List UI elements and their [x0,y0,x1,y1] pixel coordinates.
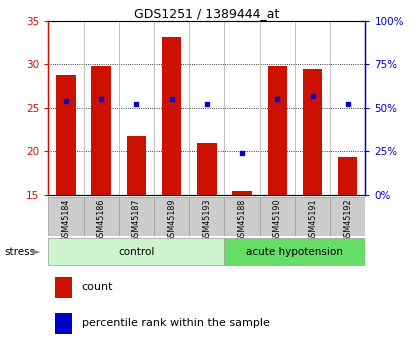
Bar [260,197,295,236]
Bar [338,157,357,195]
Text: GSM45192: GSM45192 [343,199,352,242]
Bar [197,143,217,195]
Bar [268,66,287,195]
Bar [55,313,72,334]
Text: GSM45187: GSM45187 [132,199,141,242]
Text: percentile rank within the sample: percentile rank within the sample [81,318,270,328]
Text: GSM45189: GSM45189 [167,199,176,242]
Text: GSM45190: GSM45190 [273,199,282,242]
Text: GSM45186: GSM45186 [97,199,106,242]
Text: control: control [118,247,155,257]
Text: count: count [81,283,113,293]
Bar [303,69,322,195]
Bar [56,75,76,195]
Bar [48,238,224,265]
Bar [127,136,146,195]
Text: ►: ► [32,247,40,257]
Bar [232,190,252,195]
Bar [224,238,365,265]
Text: GSM45188: GSM45188 [238,199,247,242]
Bar [84,197,119,236]
Title: GDS1251 / 1389444_at: GDS1251 / 1389444_at [134,7,280,20]
Bar [48,197,84,236]
Text: GSM45191: GSM45191 [308,199,317,242]
Bar [162,37,181,195]
Text: acute hypotension: acute hypotension [247,247,344,257]
Text: stress: stress [4,247,35,257]
Bar [330,197,365,236]
Bar [189,197,224,236]
Bar [92,66,111,195]
Bar [55,277,72,298]
Text: GSM45193: GSM45193 [202,199,211,242]
Bar [154,197,189,236]
Bar [224,197,260,236]
Bar [119,197,154,236]
Text: GSM45184: GSM45184 [61,199,71,242]
Bar [295,197,330,236]
